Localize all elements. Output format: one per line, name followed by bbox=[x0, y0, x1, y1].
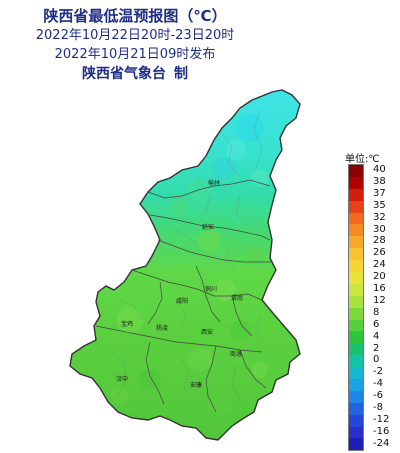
city-label-xian: 西安 bbox=[201, 328, 213, 336]
legend-swatch bbox=[349, 402, 363, 415]
legend-swatch bbox=[349, 248, 363, 261]
legend-swatch bbox=[349, 295, 363, 308]
prefecture-boundaries bbox=[95, 179, 272, 413]
legend-label: 6 bbox=[373, 318, 380, 330]
legend-label: 0 bbox=[373, 354, 380, 366]
legend-label: 2 bbox=[373, 342, 380, 354]
legend-swatch bbox=[349, 176, 363, 189]
legend-swatch bbox=[349, 200, 363, 213]
city-label-shangluo: 商洛 bbox=[230, 350, 242, 358]
legend-label: -24 bbox=[373, 437, 390, 449]
legend-swatch bbox=[349, 272, 363, 284]
city-label-ankang: 安康 bbox=[190, 381, 202, 389]
city-label-yanan: 延安 bbox=[202, 223, 214, 231]
legend-swatch bbox=[349, 438, 363, 451]
legend-label: 26 bbox=[373, 247, 386, 259]
legend-swatch bbox=[349, 307, 363, 320]
city-label-yangling: 杨凌 bbox=[156, 324, 168, 332]
city-label-hanzhong: 汉中 bbox=[116, 375, 128, 383]
city-label-tongchuan: 铜川 bbox=[205, 285, 217, 293]
issuer-suffix: 制 bbox=[174, 66, 188, 82]
city-label-baoji: 宝鸡 bbox=[121, 320, 133, 328]
legend-label: -4 bbox=[373, 378, 383, 390]
city-label-xianyang: 咸阳 bbox=[176, 297, 188, 305]
city-label-weinan: 渭南 bbox=[231, 294, 243, 302]
legend-swatch bbox=[349, 426, 363, 439]
legend-label: 8 bbox=[373, 306, 380, 318]
legend-label: 35 bbox=[373, 199, 386, 211]
legend-swatch bbox=[349, 319, 363, 332]
legend-label: -12 bbox=[373, 413, 390, 425]
legend-label: 28 bbox=[373, 235, 386, 247]
legend-label: -6 bbox=[373, 390, 383, 402]
legend-label: 32 bbox=[373, 211, 386, 223]
map-title: 陕西省最低温预报图（℃） bbox=[43, 7, 227, 25]
legend-label: 24 bbox=[373, 259, 386, 271]
county-boundaries bbox=[109, 109, 267, 401]
legend-swatch bbox=[349, 367, 363, 380]
legend-swatch bbox=[349, 331, 363, 344]
legend-label: 12 bbox=[373, 294, 386, 306]
issue-time: 2022年10月21日09时发布 bbox=[54, 47, 216, 62]
legend-swatch bbox=[349, 379, 363, 391]
legend-label: 37 bbox=[373, 187, 386, 199]
forecast-period: 2022年10月22日20时-23日20时 bbox=[35, 28, 235, 43]
legend-swatch bbox=[349, 414, 363, 427]
city-label-yulin: 榆林 bbox=[208, 179, 220, 187]
legend-label: 30 bbox=[373, 223, 386, 235]
legend-label: 4 bbox=[373, 330, 380, 342]
city-labels: 榆林 延安 铜川 渭南 咸阳 宝鸡 杨凌 西安 商洛 汉中 安康 bbox=[116, 179, 243, 389]
legend-swatch bbox=[349, 343, 363, 356]
legend-label: 40 bbox=[373, 164, 386, 175]
title-block: 陕西省最低温预报图（℃） 2022年10月22日20时-23日20时 2022年… bbox=[0, 6, 270, 84]
legend-swatch bbox=[349, 212, 363, 225]
legend-swatch bbox=[349, 165, 363, 177]
legend-label: -2 bbox=[373, 366, 383, 378]
issuer-line: 陕西省气象台制 bbox=[0, 64, 270, 84]
legend-label: 16 bbox=[373, 283, 386, 294]
legend-color-bar bbox=[348, 164, 364, 452]
issuer-name: 陕西省气象台 bbox=[82, 66, 166, 82]
legend-swatch bbox=[349, 283, 363, 296]
legend-swatch bbox=[349, 260, 363, 273]
legend-swatch bbox=[349, 188, 363, 201]
legend-swatch bbox=[349, 355, 363, 368]
legend-unit: 单位:℃ bbox=[345, 154, 380, 165]
legend-label: -16 bbox=[373, 425, 390, 437]
legend-label: 38 bbox=[373, 175, 386, 187]
legend-swatch bbox=[349, 236, 363, 249]
legend-swatch bbox=[349, 224, 363, 237]
legend-label: -8 bbox=[373, 402, 383, 413]
legend-label: 20 bbox=[373, 271, 386, 283]
legend-swatch bbox=[349, 390, 363, 403]
